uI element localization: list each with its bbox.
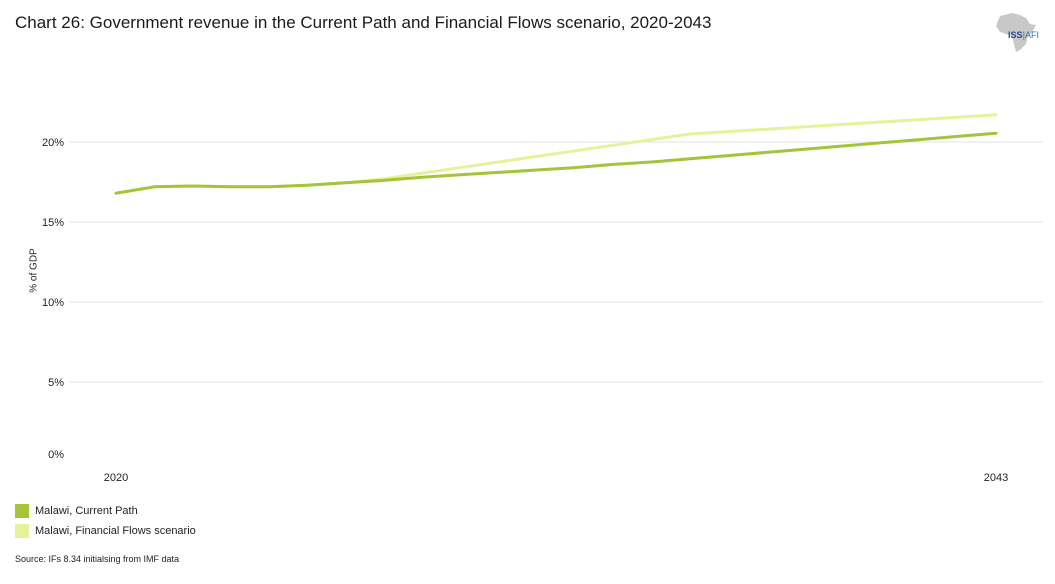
- logo-text-sub: AFI: [1025, 30, 1040, 40]
- y-tick-label: 15%: [42, 217, 64, 229]
- x-tick-label: 2043: [984, 472, 1008, 484]
- series-line-financial-flows: [114, 113, 998, 195]
- y-axis-label: % of GDP: [28, 248, 40, 293]
- source-note: Source: IFs 8.34 initialsing from IMF da…: [15, 554, 180, 564]
- y-tick-label: 5%: [48, 377, 64, 389]
- legend-swatch-financial-flows: [15, 524, 29, 538]
- legend-swatch-current-path: [15, 504, 29, 518]
- line-chart: 0% 5% 10% 15% 20% 2020 2043: [42, 113, 1043, 484]
- y-tick-label: 0%: [48, 449, 64, 461]
- y-tick-label: 10%: [42, 297, 64, 309]
- logo-text: ISS|AFI: [1008, 30, 1040, 40]
- legend-item-financial-flows: Malawi, Financial Flows scenario: [15, 521, 196, 541]
- legend-item-current-path: Malawi, Current Path: [15, 501, 196, 521]
- legend: Malawi, Current Path Malawi, Financial F…: [15, 501, 196, 541]
- chart-title: Chart 26: Government revenue in the Curr…: [15, 13, 712, 32]
- africa-map-icon: [996, 13, 1036, 52]
- legend-label-current-path: Malawi, Current Path: [35, 505, 138, 517]
- y-tick-label: 20%: [42, 137, 64, 149]
- series-line-current-path: [114, 131, 998, 195]
- legend-label-financial-flows: Malawi, Financial Flows scenario: [35, 525, 196, 537]
- x-tick-label: 2020: [104, 472, 128, 484]
- logo-text-main: ISS: [1008, 30, 1023, 40]
